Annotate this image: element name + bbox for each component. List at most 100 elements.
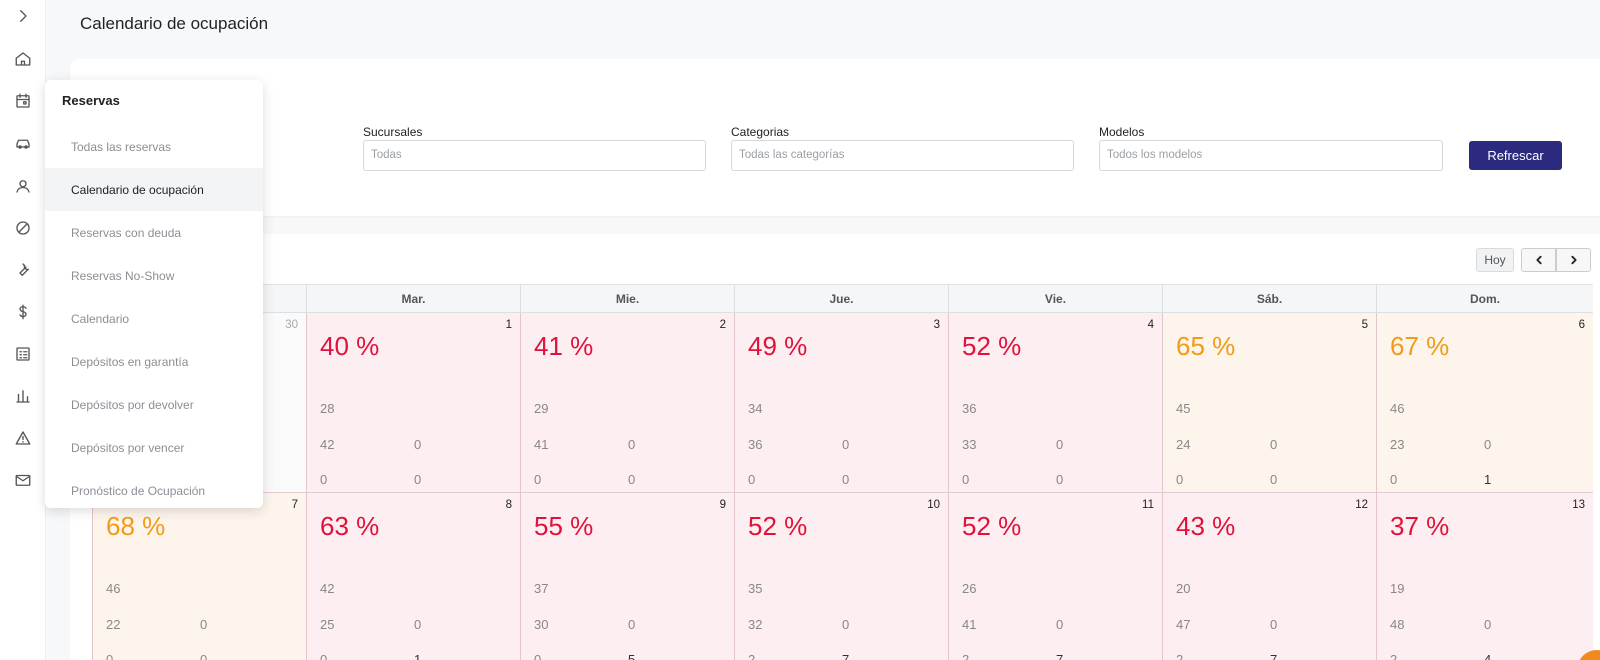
- bar-chart-icon[interactable]: [12, 385, 34, 407]
- menu-item[interactable]: Reservas con deuda: [71, 225, 182, 240]
- pending-count: 0: [842, 617, 850, 632]
- weekday-header-cell: Mie.: [520, 285, 734, 312]
- calendar-day-cell[interactable]: 12 43 % 20 47 0 2 7: [1162, 493, 1376, 660]
- modelos-select[interactable]: Todos los modelos: [1099, 140, 1443, 171]
- pickup-count: 2: [1390, 652, 1398, 660]
- calendar-day-cell[interactable]: 6 67 % 46 23 0 0 1: [1376, 313, 1593, 493]
- available-count: 26: [962, 581, 977, 596]
- pickup-count: 0: [534, 652, 542, 660]
- today-button[interactable]: Hoy: [1476, 248, 1514, 272]
- calendar-day-cell[interactable]: 3 49 % 34 36 0 0 0: [734, 313, 948, 493]
- pending-count: 0: [414, 437, 422, 452]
- prev-week-button[interactable]: [1521, 248, 1556, 272]
- user-icon[interactable]: [12, 175, 34, 197]
- pickup-count: 0: [1176, 472, 1184, 487]
- available-count: 37: [534, 581, 549, 596]
- occupancy-percent: 65 %: [1176, 331, 1236, 361]
- chat-fab[interactable]: [1577, 650, 1600, 660]
- calendar-day-cell[interactable]: 4 52 % 36 33 0 0 0: [948, 313, 1162, 493]
- available-count: 34: [748, 401, 763, 416]
- calendar-day-cell[interactable]: 8 63 % 42 25 0 0 1: [306, 493, 520, 660]
- menu-item[interactable]: Depósitos por vencer: [71, 440, 185, 455]
- reserved-count: 22: [106, 617, 121, 632]
- calendar-day-cell[interactable]: 9 55 % 37 30 0 0 5: [520, 493, 734, 660]
- reserved-count: 47: [1176, 617, 1191, 632]
- categorias-label: Categorias: [731, 125, 790, 139]
- reserved-count: 24: [1176, 437, 1191, 452]
- pickup-count: 2: [962, 652, 970, 660]
- pending-count: 0: [1484, 437, 1492, 452]
- car-icon[interactable]: [12, 133, 34, 155]
- list-icon[interactable]: [12, 343, 34, 365]
- block-icon[interactable]: [12, 217, 34, 239]
- return-count: 0: [1056, 472, 1064, 487]
- available-count: 29: [534, 401, 549, 416]
- return-count: 1: [414, 652, 422, 660]
- menu-item[interactable]: Depósitos en garantía: [71, 354, 189, 369]
- pickup-count: 0: [748, 472, 756, 487]
- weekday-header-cell: Vie.: [948, 285, 1162, 312]
- next-week-button[interactable]: [1556, 248, 1591, 272]
- chevron-left-icon: [1535, 255, 1542, 265]
- menu-item[interactable]: Calendario de ocupación: [45, 168, 263, 211]
- day-number: 11: [1142, 499, 1154, 511]
- return-count: 0: [1270, 472, 1278, 487]
- calendar-icon[interactable]: [12, 90, 34, 112]
- occupancy-percent: 49 %: [748, 331, 808, 361]
- occupancy-percent: 43 %: [1176, 511, 1236, 541]
- menu-item[interactable]: Depósitos por devolver: [71, 397, 194, 412]
- chevron-right-icon: [1570, 255, 1577, 265]
- return-count: 0: [414, 472, 422, 487]
- weekday-header-cell: Sáb.: [1162, 285, 1376, 312]
- calendar-day-cell[interactable]: 11 52 % 26 41 0 2 7: [948, 493, 1162, 660]
- available-count: 46: [106, 581, 121, 596]
- pickup-count: 0: [320, 472, 328, 487]
- available-count: 36: [962, 401, 977, 416]
- day-number: 4: [1147, 319, 1154, 331]
- home-icon[interactable]: [12, 48, 34, 70]
- return-count: 0: [628, 472, 636, 487]
- mail-icon[interactable]: [12, 469, 34, 491]
- day-number: 6: [1578, 319, 1585, 331]
- calendar-day-cell[interactable]: 5 65 % 45 24 0 0 0: [1162, 313, 1376, 493]
- menu-item[interactable]: Calendario: [71, 311, 130, 326]
- calendar-day-cell[interactable]: 7 68 % 46 22 0 0 0: [92, 493, 306, 660]
- available-count: 35: [748, 581, 763, 596]
- menu-item[interactable]: Todas las reservas: [71, 139, 172, 154]
- pending-count: 0: [1056, 617, 1064, 632]
- warning-icon[interactable]: [12, 427, 34, 449]
- calendar-day-cell[interactable]: 13 37 % 19 48 0 2 4: [1376, 493, 1593, 660]
- pickup-count: 2: [748, 652, 756, 660]
- reserved-count: 41: [962, 617, 977, 632]
- available-count: 28: [320, 401, 335, 416]
- day-number: 12: [1355, 499, 1368, 511]
- reserved-count: 25: [320, 617, 335, 632]
- refresh-button[interactable]: Refrescar: [1469, 141, 1562, 170]
- reserved-count: 30: [534, 617, 549, 632]
- menu-item[interactable]: Reservas No-Show: [71, 268, 175, 283]
- sucursales-select[interactable]: Todas: [363, 140, 706, 171]
- pending-count: 0: [628, 617, 636, 632]
- dollar-icon[interactable]: [12, 301, 34, 323]
- day-number: 3: [933, 319, 940, 331]
- wrench-icon[interactable]: [12, 259, 34, 281]
- pending-count: 0: [414, 617, 422, 632]
- calendar-day-cell[interactable]: 10 52 % 35 32 0 2 7: [734, 493, 948, 660]
- occupancy-percent: 52 %: [748, 511, 808, 541]
- calendar-day-cell[interactable]: 2 41 % 29 41 0 0 0: [520, 313, 734, 493]
- pickup-count: 0: [106, 652, 114, 660]
- occupancy-percent: 52 %: [962, 331, 1022, 361]
- occupancy-percent: 68 %: [106, 511, 166, 541]
- weekday-header-cell: Mar.: [306, 285, 520, 312]
- chevron-right-icon[interactable]: [12, 5, 34, 27]
- categorias-select[interactable]: Todas las categorías: [731, 140, 1074, 171]
- day-number: 30: [285, 319, 298, 331]
- menu-item[interactable]: Pronóstico de Ocupación: [71, 483, 206, 498]
- modelos-label: Modelos: [1099, 125, 1145, 139]
- reserved-count: 33: [962, 437, 977, 452]
- calendar-day-cell[interactable]: 1 40 % 28 42 0 0 0: [306, 313, 520, 493]
- pending-count: 0: [628, 437, 636, 452]
- return-count: 7: [1270, 652, 1278, 660]
- sucursales-label: Sucursales: [363, 125, 423, 139]
- reserved-count: 48: [1390, 617, 1405, 632]
